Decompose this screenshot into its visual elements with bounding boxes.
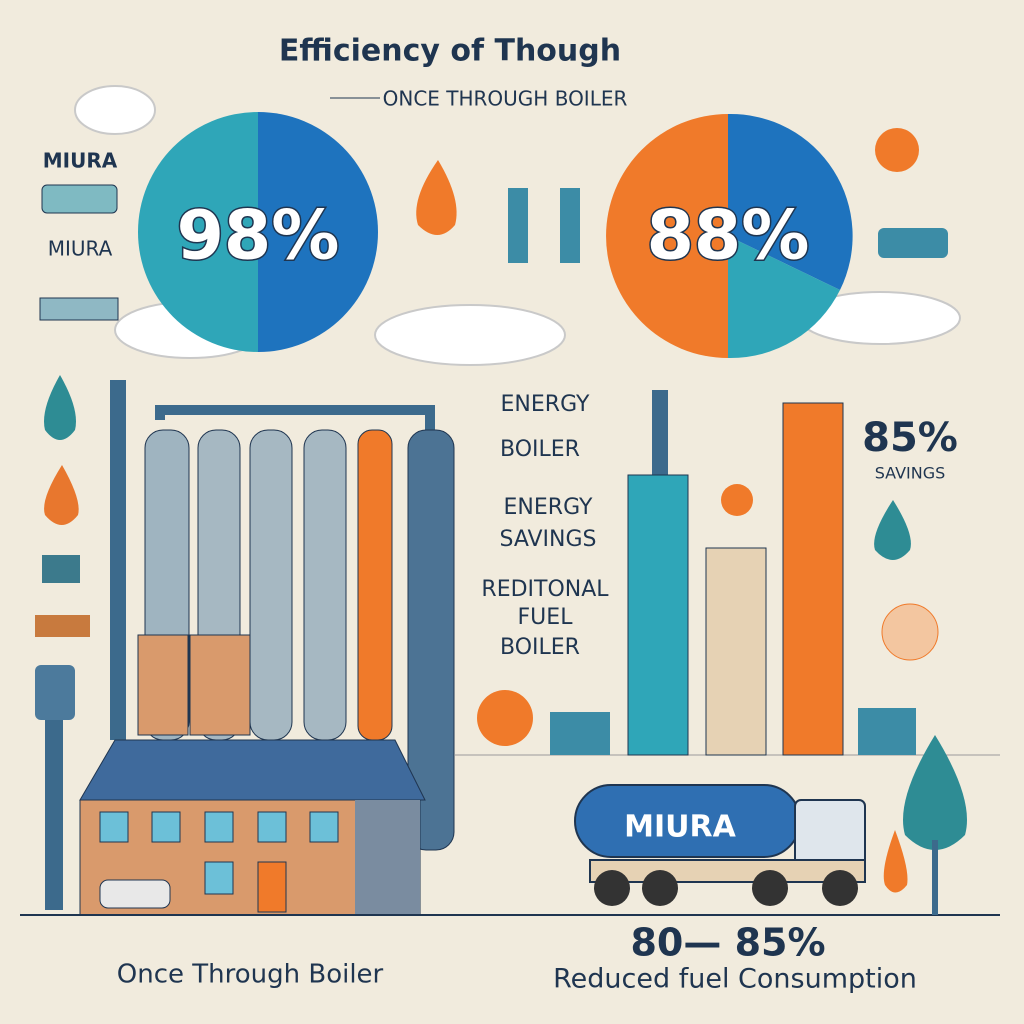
icon	[721, 484, 753, 516]
pie-label: 98%	[177, 197, 340, 276]
drop-icon	[44, 465, 79, 525]
label-text: SAVINGS	[499, 527, 596, 552]
window	[204, 811, 234, 843]
building	[137, 634, 189, 736]
icon	[42, 555, 80, 583]
chimney	[652, 390, 668, 478]
drop-icon	[44, 375, 76, 440]
pipe-icon	[508, 188, 528, 263]
car	[99, 879, 171, 909]
window	[257, 811, 287, 843]
sun-icon	[875, 128, 919, 172]
tree	[903, 735, 967, 850]
pie: 88%	[606, 113, 853, 359]
pie-slice	[606, 114, 728, 358]
truck-chassis	[589, 859, 866, 883]
boiler-tank	[357, 429, 393, 741]
pipe	[155, 405, 435, 430]
footer-left: Once Through Boiler	[117, 960, 384, 990]
wheel	[642, 870, 678, 906]
label-text: ENERGY	[501, 392, 590, 417]
savings-label: SAVINGS	[875, 464, 946, 483]
window	[99, 811, 129, 843]
icon	[858, 708, 916, 755]
house	[79, 739, 426, 916]
cloud-part	[374, 304, 566, 366]
icon	[477, 690, 533, 746]
title: Efficiency of Though	[279, 34, 621, 69]
icon	[39, 297, 119, 321]
pie-label: 88%	[647, 197, 810, 276]
drop-icon	[874, 500, 911, 560]
window	[309, 811, 339, 843]
water-tank	[35, 665, 75, 720]
pie-slice	[728, 236, 840, 359]
pie: 98%	[138, 112, 378, 352]
wheel	[594, 870, 630, 906]
bar-shape	[705, 547, 767, 756]
label-text: BOILER	[500, 635, 580, 660]
bar-shape	[782, 402, 844, 756]
label-text: BOILER	[500, 437, 580, 462]
boiler-tank	[407, 429, 455, 851]
wall-side	[355, 800, 420, 915]
window	[204, 861, 234, 895]
bar-shape	[627, 474, 689, 756]
pipe-icon	[560, 188, 580, 263]
roof	[79, 739, 426, 801]
wheel	[752, 870, 788, 906]
boiler-tank	[303, 429, 347, 741]
pie-slice	[138, 112, 258, 352]
building	[189, 634, 251, 736]
door	[257, 861, 287, 913]
bus-icon	[41, 184, 118, 214]
tree-trunk	[932, 840, 938, 915]
savings-value: 85%	[862, 415, 958, 461]
pie-slice	[728, 113, 853, 290]
tree	[883, 830, 908, 893]
sidebar-label: MIURA	[43, 149, 118, 173]
subtitle: ONCE THROUGH BOILER	[383, 87, 628, 111]
icon	[881, 603, 939, 661]
footer-value: 80— 85%	[630, 921, 825, 965]
window	[151, 811, 181, 843]
cloud-part	[74, 85, 156, 135]
icon	[550, 712, 610, 755]
truck: MIURA	[574, 784, 866, 906]
label-text: FUEL	[518, 605, 574, 630]
flame-icon	[416, 160, 457, 235]
factory	[110, 380, 455, 851]
chimney	[110, 380, 126, 740]
footer-caption: Reduced fuel Consumption	[553, 964, 917, 995]
label-text: ENERGY	[504, 495, 593, 520]
car-icon	[878, 228, 948, 258]
pie-slice	[258, 112, 378, 352]
wheel	[822, 870, 858, 906]
label-text: REDITONAL	[481, 577, 609, 602]
plants-icon	[35, 615, 90, 637]
truck-label: MIURA	[624, 810, 736, 845]
sidebar-label: MIURA	[48, 237, 113, 261]
water-tower	[45, 720, 63, 910]
boiler-tank	[249, 429, 293, 741]
